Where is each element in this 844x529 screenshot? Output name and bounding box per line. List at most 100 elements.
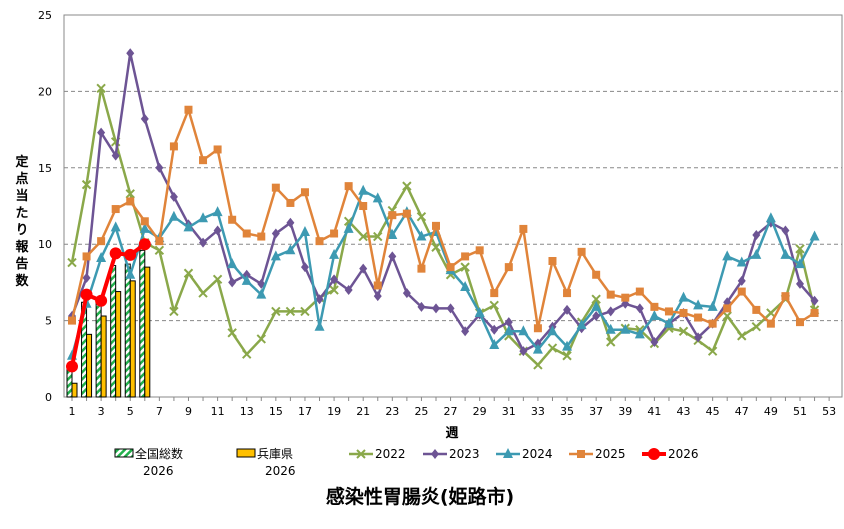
point-2022 [227,328,237,338]
x-tick-label: 21 [356,405,370,418]
point-2022 [96,83,106,94]
point-2024 [329,248,340,259]
point-2023 [650,336,659,347]
x-tick-label: 19 [327,405,341,418]
y-label-char: 報 [15,239,29,255]
line-2023 [70,51,816,353]
point-2024 [474,306,485,317]
point-2025 [373,281,382,290]
point-2025 [752,305,761,314]
point-2024 [183,221,194,232]
point-2023 [344,285,353,296]
x-tick-label: 39 [618,405,632,418]
x-tick-label: 47 [735,405,749,418]
point-2025 [402,209,411,218]
point-2024 [678,291,689,302]
point-2023 [199,237,208,248]
point-2023 [606,306,615,317]
point-2025 [694,313,703,322]
point-2023 [490,324,499,335]
series-2024 [67,184,820,360]
point-2022 [751,322,762,332]
point-2023 [155,162,164,173]
point-2025 [650,302,659,311]
point-2024 [693,299,704,310]
y-tick-label: 5 [45,315,52,328]
point-2023 [126,48,135,59]
bar-national [95,298,102,398]
point-2022 [373,231,383,242]
point-2023 [563,304,572,315]
legend: 全国総数 2026 兵庫県 2026 2022 2023 2024 2025 2026 [114,446,699,478]
point-2025 [111,205,120,214]
point-2022 [154,245,165,256]
point-2026 [109,247,122,260]
y-label-char: 告 [15,256,28,272]
point-2024 [198,212,209,223]
point-2025 [766,319,775,328]
point-2024 [139,222,150,233]
x-tick-label: 3 [98,405,105,418]
point-2024 [722,250,733,261]
point-2025 [723,304,732,313]
legend-marker-2024 [503,448,513,458]
point-2022 [431,242,441,252]
bar-national [110,265,117,398]
x-tick-label: 35 [560,405,574,418]
point-2025 [199,156,208,165]
point-2026 [95,294,108,307]
point-2023 [228,277,237,288]
point-2022 [606,337,616,347]
legend-marker-2023 [431,449,439,459]
point-2023 [461,326,470,337]
legend-sublabel: 2026 [143,464,174,478]
point-2022 [358,231,368,242]
point-2022 [300,306,310,317]
x-tick-label: 31 [502,405,516,418]
x-tick-label: 7 [156,405,163,418]
point-2025 [213,145,222,154]
point-2024 [387,229,398,240]
series-2023 [68,48,819,357]
point-2025 [242,229,251,238]
point-2025 [169,142,178,151]
point-2025 [417,264,426,273]
plot-area-border [63,14,843,398]
legend-label: 2023 [449,447,480,461]
x-tick-label: 9 [185,405,192,418]
y-label-char: 当 [15,188,28,204]
point-2023 [286,217,295,228]
point-2025 [286,198,295,207]
point-2024 [416,230,427,241]
series-lines [66,48,820,373]
x-tick-label: 51 [793,405,807,418]
legend-label: 兵庫県 [257,447,293,461]
point-2025 [155,237,164,246]
point-2022 [489,300,499,311]
point-2022 [183,268,194,278]
point-2025 [359,202,368,210]
legend-label: 2024 [522,447,553,461]
point-2022 [707,346,718,356]
point-2025 [737,287,746,296]
point-2025 [344,182,353,191]
x-axis: 1 3 5 7 9 11 13 15 17 19 21 23 25 27 29 31 33 35 37 39 41 43 4… [69,397,836,418]
point-2023 [359,263,368,274]
x-tick-label: 25 [414,405,428,418]
point-2025 [126,197,135,206]
point-2024 [707,300,718,311]
point-2024 [358,184,369,195]
point-2023 [519,346,528,357]
point-2025 [592,270,601,279]
point-2025 [635,287,644,296]
point-2022 [256,334,266,344]
point-2026 [66,360,78,373]
point-2024 [285,244,296,255]
point-2025 [475,246,484,255]
legend-label: 2026 [668,447,699,461]
point-2025 [577,247,586,256]
x-tick-label: 53 [822,405,836,418]
point-2023 [373,291,382,302]
point-2022 [533,360,543,370]
